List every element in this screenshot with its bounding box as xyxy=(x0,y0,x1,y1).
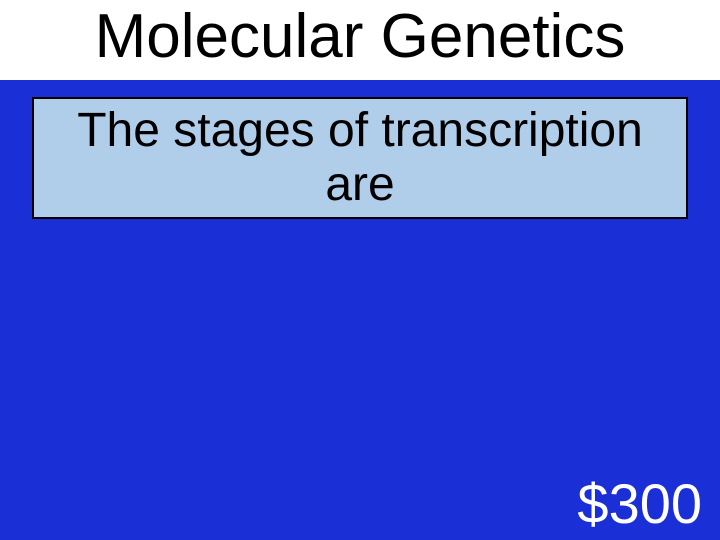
clue-box: The stages of transcription are xyxy=(32,97,688,219)
jeopardy-slide: Molecular Genetics The stages of transcr… xyxy=(0,0,720,540)
dollar-value[interactable]: $300 xyxy=(577,471,702,536)
category-title: Molecular Genetics xyxy=(0,0,720,80)
clue-text: The stages of transcription are xyxy=(44,104,676,212)
